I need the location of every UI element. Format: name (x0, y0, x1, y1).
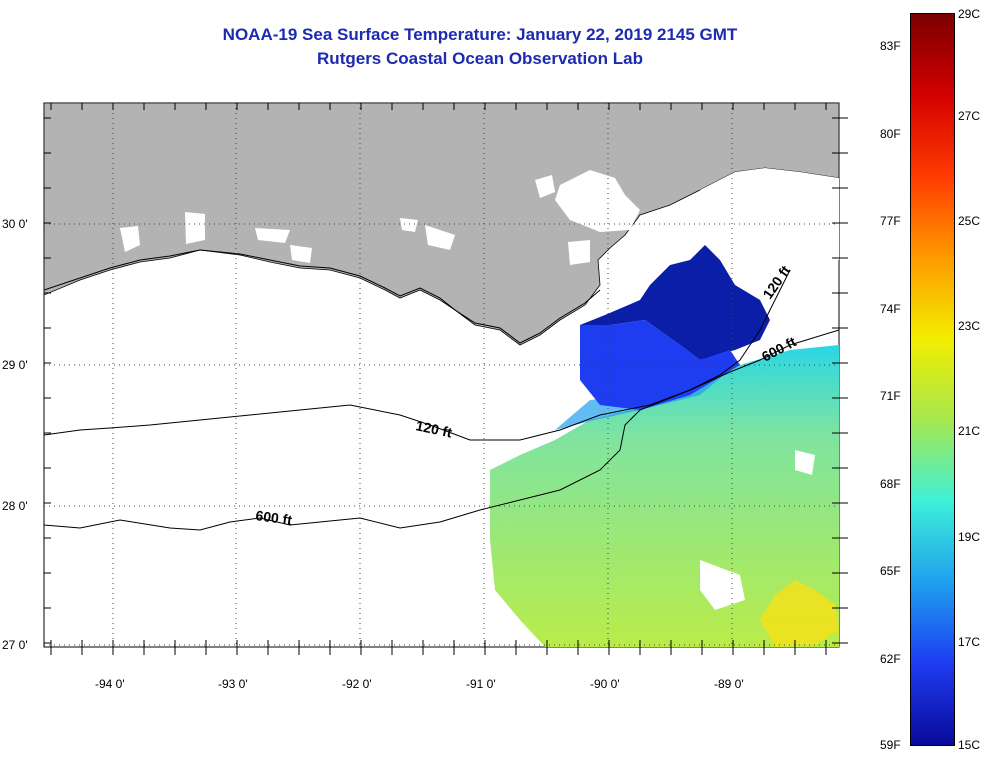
colorbar-label-f: 62F (880, 652, 901, 666)
colorbar-label-f: 71F (880, 389, 901, 403)
longitude-label: -89 0' (714, 677, 744, 691)
colorbar-label-c: 29C (958, 7, 981, 21)
map-title: NOAA-19 Sea Surface Temperature: January… (222, 25, 738, 44)
colorbar-label-f: 68F (880, 477, 901, 491)
latitude-label: 30 0' (2, 217, 28, 231)
contour-line-120ft (44, 249, 601, 344)
latitude-label: 28 0' (2, 499, 28, 513)
map-subtitle: Rutgers Coastal Ocean Observation Lab (317, 49, 643, 68)
colorbar-label-c: 21C (958, 424, 981, 438)
colorbar-label-f: 77F (880, 214, 901, 228)
longitude-label: -92 0' (342, 677, 372, 691)
colorbar-label-c: 17C (958, 635, 981, 649)
warm-core-region (760, 580, 839, 647)
colorbar-label-f: 65F (880, 564, 901, 578)
contour-label: 600 ft (255, 507, 294, 528)
lake (255, 228, 290, 243)
cloud-patch (700, 560, 745, 610)
warm-water-region (490, 345, 839, 647)
colorbar-label-f: 80F (880, 127, 901, 141)
lake (555, 170, 640, 232)
colorbar-label-c: 27C (958, 109, 981, 123)
longitude-label: -94 0' (95, 677, 125, 691)
colorbar-label-f: 83F (880, 39, 901, 53)
lake (400, 218, 418, 232)
cold-plume-region (580, 245, 770, 360)
colorbar-label-f: 74F (880, 302, 901, 316)
lake (120, 226, 140, 252)
longitude-label: -91 0' (466, 677, 496, 691)
longitude-label: -90 0' (590, 677, 620, 691)
lake (568, 240, 590, 265)
temperature-colorbar (910, 13, 955, 746)
contour-line-600ft (44, 329, 839, 531)
colorbar-label-c: 23C (958, 319, 981, 333)
colorbar-label-c: 15C (958, 738, 981, 752)
lake (425, 225, 455, 250)
colorbar-label-f: 59F (880, 738, 901, 752)
colorbar-label-c: 25C (958, 214, 981, 228)
lake (290, 245, 312, 263)
lake (185, 212, 205, 244)
contour-label: 120 ft (414, 417, 453, 440)
longitude-label: -93 0' (218, 677, 248, 691)
cloud-patch (795, 450, 815, 475)
colorbar-label-c: 19C (958, 530, 981, 544)
lake (535, 175, 555, 198)
latitude-label: 27 0' (2, 638, 28, 652)
marsh-area (700, 168, 839, 300)
contour-line-120ft (44, 269, 791, 441)
latitude-label: 29 0' (2, 358, 28, 372)
